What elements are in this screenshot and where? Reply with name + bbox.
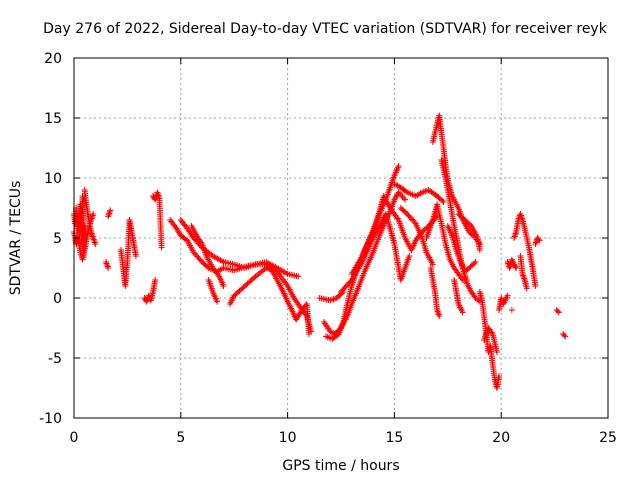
data-point <box>439 197 446 204</box>
y-tick-label: 5 <box>53 231 62 247</box>
axis-ticks: 0 5 10 15 20 25 -10 -5 0 5 10 15 20 <box>39 51 617 446</box>
y-tick-label: -5 <box>48 351 62 367</box>
data-points <box>71 112 569 391</box>
data-point <box>532 283 539 289</box>
data-point <box>395 189 402 196</box>
data-point <box>395 163 402 169</box>
data-point <box>295 273 302 280</box>
data-point <box>554 308 561 315</box>
data-point <box>402 209 409 216</box>
x-tick-label: 15 <box>385 430 403 446</box>
data-point <box>90 211 97 217</box>
data-point <box>197 257 204 264</box>
x-tick-label: 10 <box>279 430 297 446</box>
data-point <box>398 192 405 199</box>
data-point <box>436 313 443 319</box>
data-point <box>107 207 114 214</box>
y-tick-label: 10 <box>44 171 62 187</box>
data-point <box>471 260 478 267</box>
data-point <box>535 236 542 243</box>
data-point <box>523 285 530 292</box>
data-point <box>396 190 403 197</box>
data-point <box>214 298 221 305</box>
grid <box>74 58 608 418</box>
data-point <box>220 283 227 289</box>
data-point <box>92 241 99 247</box>
y-tick-label: 15 <box>44 111 62 127</box>
x-tick-label: 5 <box>176 430 185 446</box>
data-point <box>504 292 511 299</box>
data-point <box>476 247 483 253</box>
data-point <box>536 237 543 244</box>
data-point <box>152 277 159 283</box>
data-point <box>283 270 290 277</box>
data-point <box>440 199 447 205</box>
data-point <box>308 328 315 335</box>
data-point <box>496 373 503 379</box>
data-point <box>555 309 562 316</box>
data-point <box>508 307 515 313</box>
data-point <box>402 196 409 203</box>
data-point <box>158 244 165 251</box>
data-point <box>406 253 413 259</box>
y-tick-label: 20 <box>44 51 62 67</box>
x-tick-label: 0 <box>70 430 79 446</box>
data-point <box>302 311 309 318</box>
data-point <box>561 332 568 339</box>
y-axis-label: SDTVAR / TECUs <box>8 181 24 296</box>
data-point <box>81 223 88 229</box>
data-point <box>472 259 479 265</box>
data-point <box>429 261 436 268</box>
data-point <box>400 195 407 202</box>
x-tick-label: 20 <box>492 430 510 446</box>
data-point <box>512 263 519 270</box>
data-point <box>132 253 139 259</box>
data-point <box>399 193 406 200</box>
data-point <box>562 333 569 340</box>
data-point <box>513 265 520 271</box>
data-point <box>459 309 466 316</box>
x-tick-label: 25 <box>599 430 617 446</box>
data-point <box>411 219 418 226</box>
y-tick-label: -10 <box>39 411 62 427</box>
chart-title: Day 276 of 2022, Sidereal Day-to-day VTE… <box>43 21 608 37</box>
data-point <box>105 265 112 271</box>
x-axis-label: GPS time / hours <box>282 458 399 474</box>
y-tick-label: 0 <box>53 291 62 307</box>
data-point <box>493 349 500 355</box>
